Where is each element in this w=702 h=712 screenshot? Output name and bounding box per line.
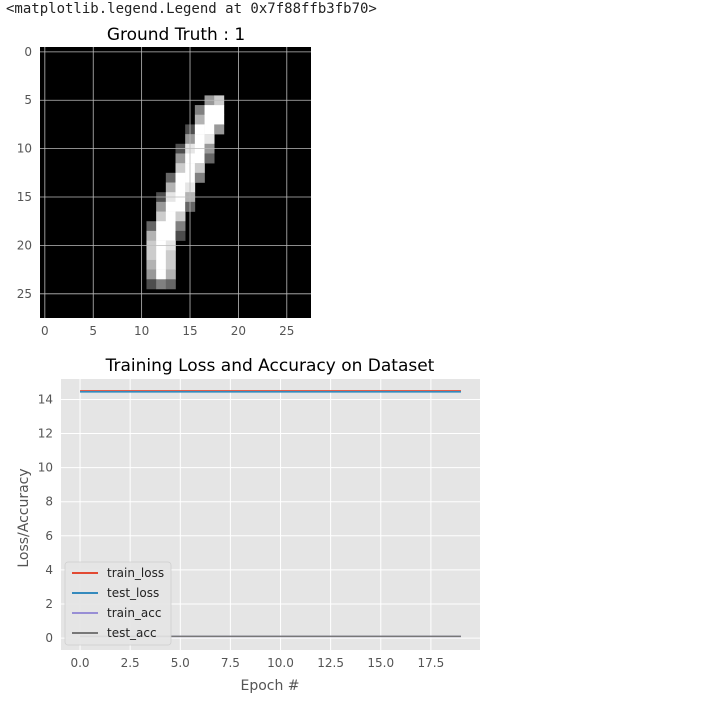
image-pixel [194,124,205,135]
image-y-tick-label: 5 [24,93,32,107]
image-pixel [214,105,225,116]
image-pixel [214,124,225,135]
image-pixel [204,105,215,116]
x-tick-label: 17.5 [418,656,445,670]
legend-label: test_acc [107,626,157,640]
image-x-tick-label: 10 [134,324,149,338]
image-pixel [146,279,157,290]
image-y-tick-label: 25 [17,287,32,301]
image-pixel [156,211,167,222]
x-tick-label: 7.5 [221,656,240,670]
image-pixel [175,182,186,193]
image-title: Ground Truth : 1 [107,25,245,45]
digit-image: 0 5 10 15 20 25 0 5 10 15 20 25 [17,45,311,338]
image-pixel [194,153,205,164]
legend: train_loss test_loss train_acc test_acc [64,561,172,646]
x-tick-label: 5.0 [171,656,190,670]
y-axis-label: Loss/Accuracy [16,468,32,567]
image-pixel [204,153,215,164]
x-tick-label: 10.0 [267,656,294,670]
y-tick-label: 10 [38,461,53,475]
image-x-tick-label: 0 [41,324,49,338]
image-x-tick-label: 20 [231,324,246,338]
cell-output-text: <matplotlib.legend.Legend at 0x7f88ffb3f… [6,1,377,17]
x-tick-label: 2.5 [121,656,140,670]
image-pixel [175,172,186,183]
image-pixel [165,211,176,222]
image-pixel [165,172,176,183]
x-tick-label: 0.0 [70,656,89,670]
image-pixel [165,279,176,290]
image-pixel [175,211,186,222]
image-pixel [165,259,176,270]
image-pixel [175,221,186,232]
image-y-tick-label: 0 [24,45,32,59]
image-pixel [156,230,167,241]
image-pixel [175,163,186,174]
image-pixel [194,134,205,145]
image-pixel [165,269,176,280]
image-pixel [214,114,225,125]
image-pixel [165,230,176,241]
y-tick-label: 0 [45,631,53,645]
image-pixel [156,279,167,290]
image-pixel [165,182,176,193]
image-pixel [156,201,167,212]
image-x-tick-label: 5 [89,324,97,338]
y-tick-label: 6 [45,529,53,543]
y-tick-label: 4 [45,563,53,577]
line-chart-title: Training Loss and Accuracy on Dataset [105,356,435,376]
image-pixel [156,250,167,261]
image-x-tick-label: 25 [279,324,294,338]
image-y-tick-label: 10 [17,142,32,156]
image-pixel [165,201,176,212]
image-pixel [204,134,215,145]
legend-label: train_loss [107,566,164,580]
image-pixel [194,114,205,125]
image-y-tick-label: 15 [17,190,32,204]
image-pixel [175,230,186,241]
image-pixel [175,201,186,212]
image-pixel [146,269,157,280]
x-tick-label: 12.5 [317,656,344,670]
image-pixel [156,259,167,270]
image-pixel [156,221,167,232]
y-tick-label: 8 [45,495,53,509]
y-tick-label: 12 [38,427,53,441]
image-pixel [146,250,157,261]
image-pixel [165,250,176,261]
image-pixel [165,221,176,232]
legend-box [64,561,172,646]
image-pixel [204,114,215,125]
image-pixel [156,269,167,280]
image-pixel [146,259,157,270]
image-pixel [204,124,215,135]
x-axis-label: Epoch # [240,678,299,694]
y-tick-label: 2 [45,597,53,611]
x-tick-label: 15.0 [367,656,394,670]
image-pixel [194,163,205,174]
legend-label: train_acc [107,606,161,620]
legend-label: test_loss [107,586,159,600]
image-pixel [146,221,157,232]
image-pixel [194,105,205,116]
image-pixel [194,172,205,183]
image-pixel [146,230,157,241]
y-tick-label: 14 [38,392,53,406]
image-pixel [175,153,186,164]
image-y-tick-label: 20 [17,238,32,252]
image-x-tick-label: 15 [182,324,197,338]
